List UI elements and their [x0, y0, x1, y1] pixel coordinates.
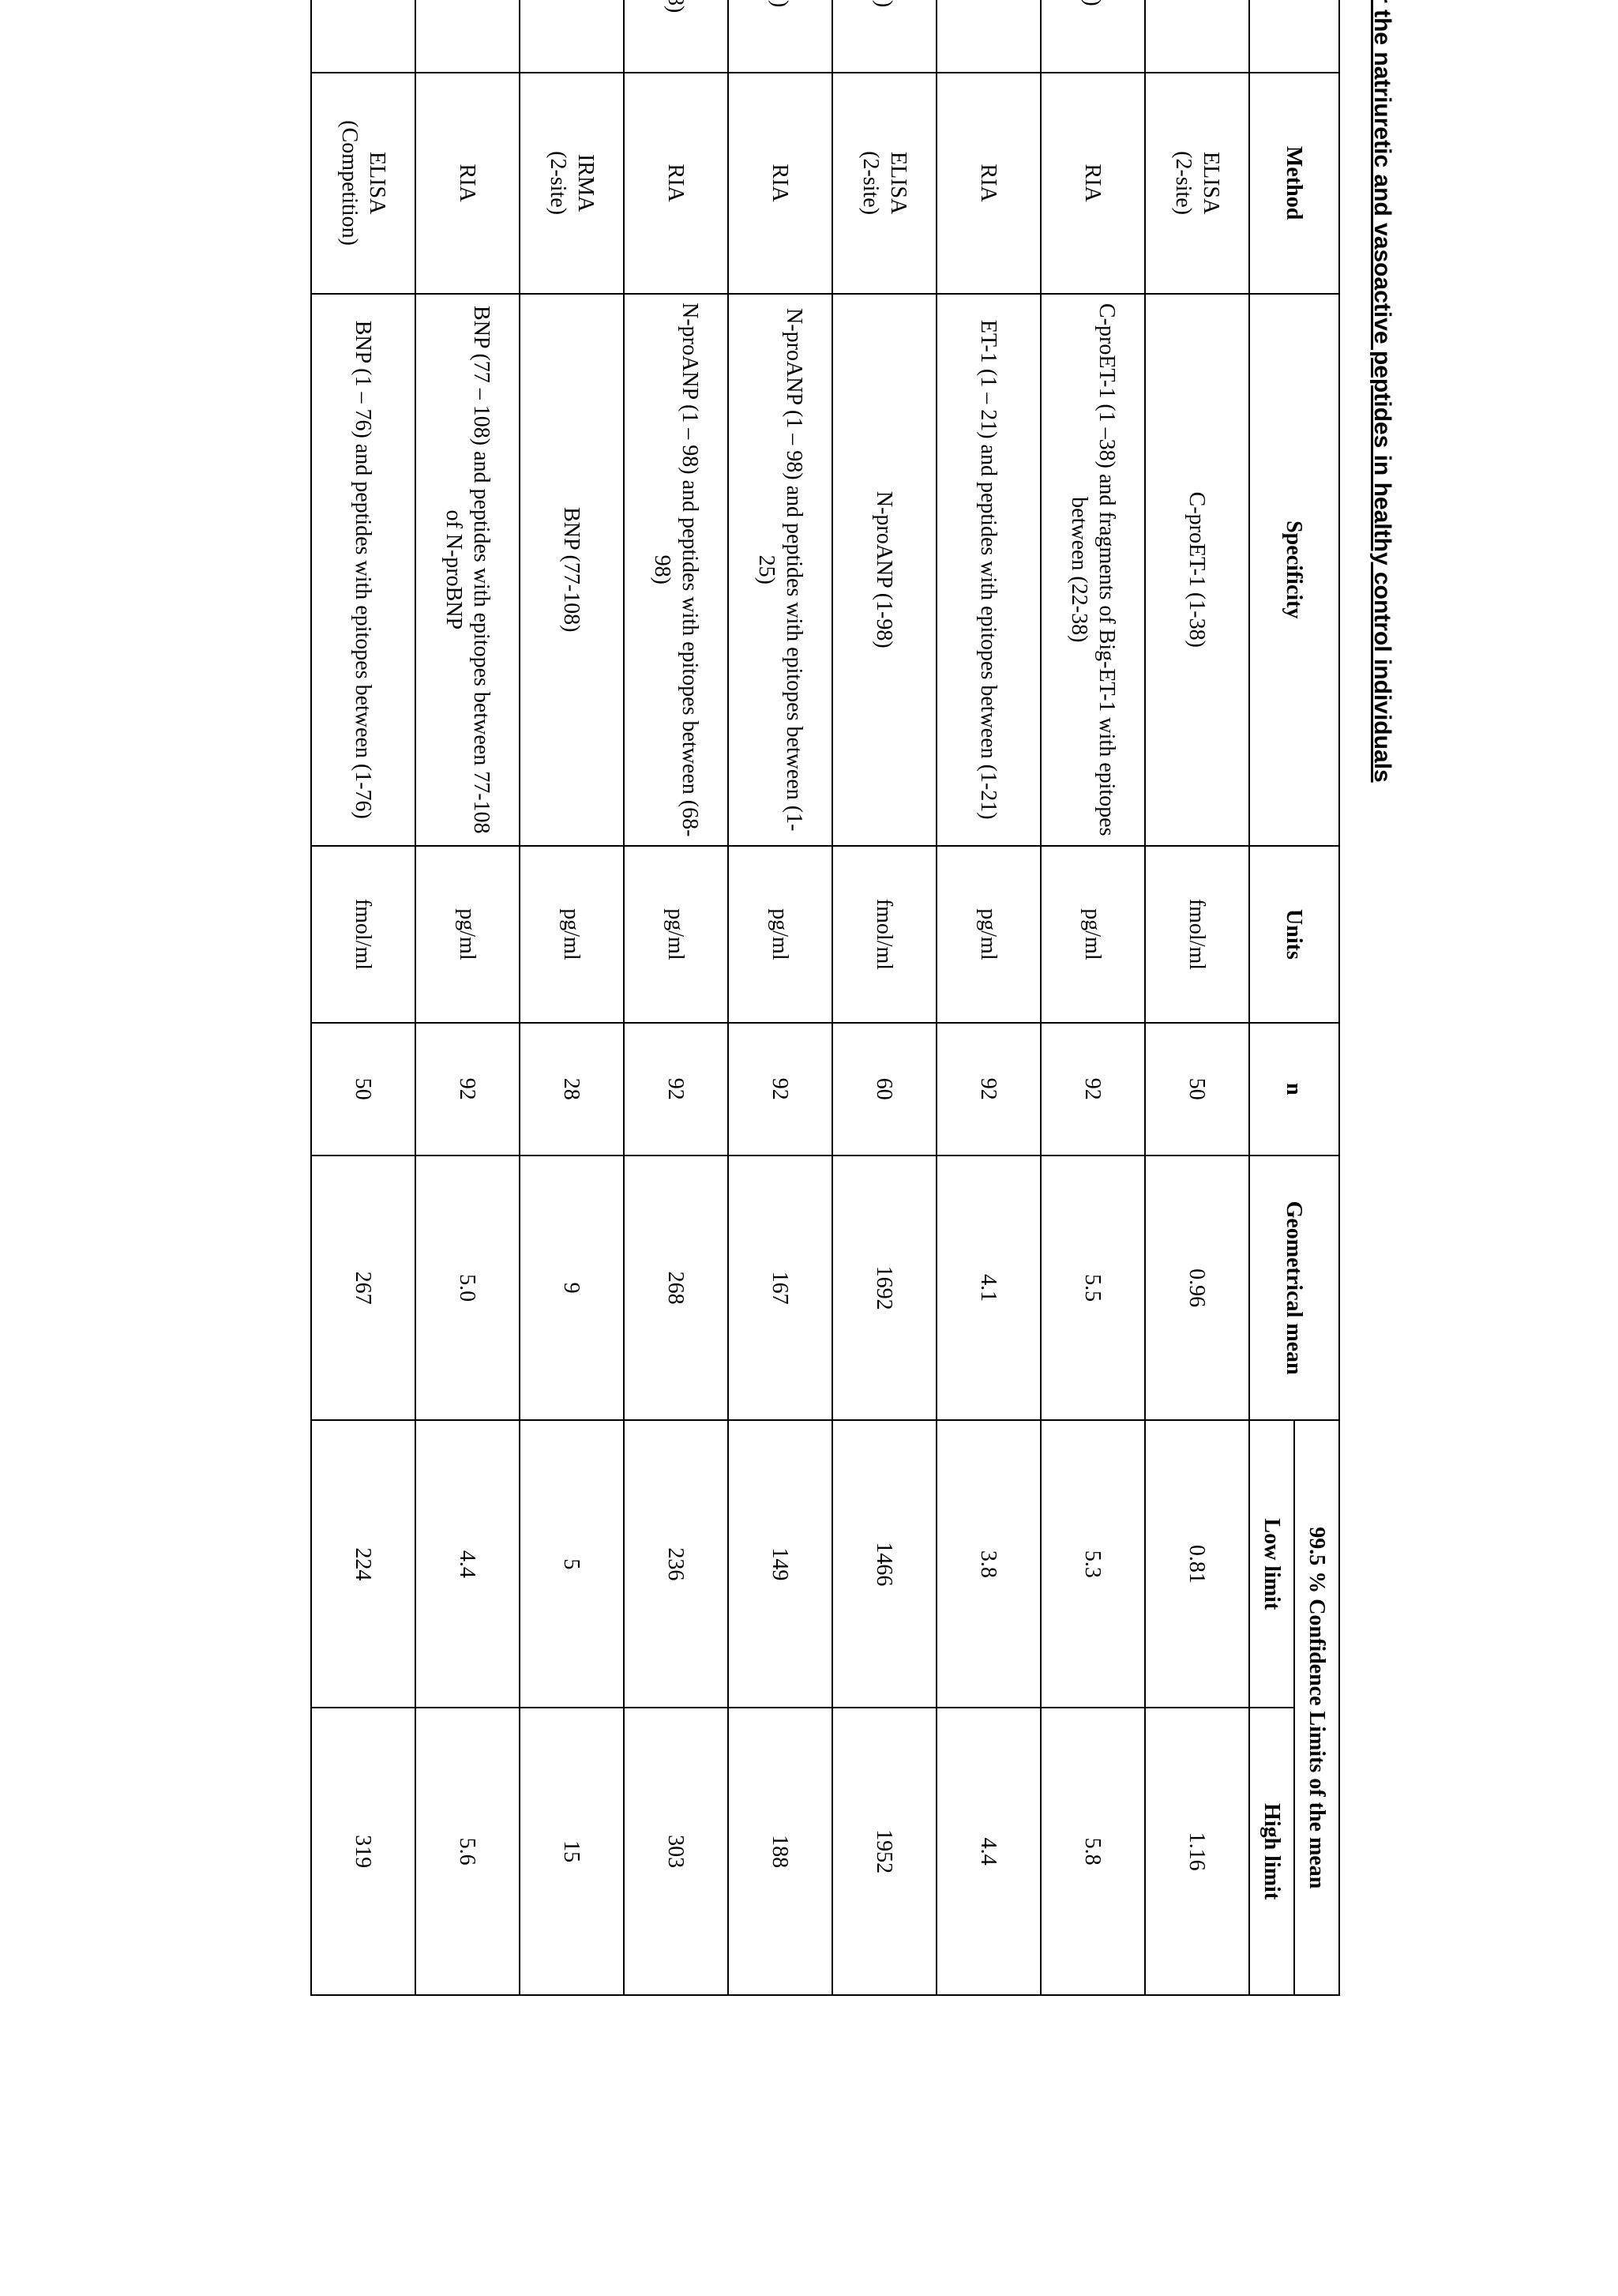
- cell-n: 92: [1041, 1023, 1145, 1156]
- cell-specificity: N-proANP (1 – 98) and peptides with epit…: [624, 294, 728, 847]
- cell-high: 4.4: [937, 1708, 1041, 1995]
- cell-specificity: N-proANP (1-98): [832, 294, 937, 847]
- cell-specificity: BNP (1 – 76) and peptides with epitopes …: [311, 294, 415, 847]
- cell-high: 1952: [832, 1708, 937, 1995]
- cell-specificity: C-proET-1 (1 –38) and fragments of Big-E…: [1041, 294, 1145, 847]
- table-row: Big-ET-1 (1-38)ELISA(2-site)C-proET-1 (1…: [1145, 0, 1249, 1995]
- cell-low: 0.81: [1145, 1420, 1249, 1708]
- cell-units: fmol/ml: [311, 846, 415, 1023]
- table-row: BNPIRMA(2-site)BNP (77-108)pg/ml289515: [520, 0, 624, 1995]
- header-high: High limit: [1249, 1708, 1294, 1995]
- header-units: Units: [1249, 846, 1339, 1023]
- table-row: N-proANP (1-25)RIAN-proANP (1 – 98) and …: [728, 0, 832, 1995]
- cell-method: RIA: [624, 73, 728, 294]
- cell-mean: 5.0: [415, 1156, 520, 1421]
- cell-units: fmol/ml: [832, 846, 937, 1023]
- cell-n: 28: [520, 1023, 624, 1156]
- cell-mean: 267: [311, 1156, 415, 1421]
- cell-specificity: BNP (77-108): [520, 294, 624, 847]
- table-header-row-1: Parameter Method Specificity Units n Geo…: [1294, 0, 1339, 1995]
- cell-parameter: N-proANP (68-98): [624, 0, 728, 73]
- cell-units: fmol/ml: [1145, 846, 1249, 1023]
- cell-parameter: Big-ET-1 (22-38): [1041, 0, 1145, 73]
- header-geomean: Geometrical mean: [1249, 1156, 1339, 1421]
- cell-low: 3.8: [937, 1420, 1041, 1708]
- cell-low: 5.3: [1041, 1420, 1145, 1708]
- table-row: N-proANP (68-98)RIAN-proANP (1 – 98) and…: [624, 0, 728, 1995]
- table-row: N-proANP (1-98)ELISA(2-site)N-proANP (1-…: [832, 0, 937, 1995]
- cell-n: 92: [937, 1023, 1041, 1156]
- cell-units: pg/ml: [728, 846, 832, 1023]
- header-low: Low limit: [1249, 1420, 1294, 1708]
- cell-high: 1.16: [1145, 1708, 1249, 1995]
- cell-n: 50: [311, 1023, 415, 1156]
- cell-n: 92: [624, 1023, 728, 1156]
- cell-high: 319: [311, 1708, 415, 1995]
- cell-high: 15: [520, 1708, 624, 1995]
- cell-method: ELISA(2-site): [1145, 73, 1249, 294]
- cell-parameter: N-proANP (1-98): [832, 0, 937, 73]
- header-method: Method: [1249, 73, 1339, 294]
- cell-method: RIA: [415, 73, 520, 294]
- cell-parameter: N-proBNP: [311, 0, 415, 73]
- table-row: ET-1RIAET-1 (1 – 21) and peptides with e…: [937, 0, 1041, 1995]
- cell-high: 188: [728, 1708, 832, 1995]
- header-ci-group: 99.5 % Confidence Limits of the mean: [1294, 1420, 1339, 1995]
- cell-mean: 4.1: [937, 1156, 1041, 1421]
- header-n: n: [1249, 1023, 1339, 1156]
- cell-parameter: BNP: [415, 0, 520, 73]
- cell-specificity: N-proANP (1 – 98) and peptides with epit…: [728, 294, 832, 847]
- cell-n: 92: [728, 1023, 832, 1156]
- cell-method: IRMA(2-site): [520, 73, 624, 294]
- cell-parameter: BNP: [520, 0, 624, 73]
- cell-units: pg/ml: [415, 846, 520, 1023]
- cell-low: 224: [311, 1420, 415, 1708]
- table-row: N-proBNPELISA(Competition)BNP (1 – 76) a…: [311, 0, 415, 1995]
- cell-specificity: ET-1 (1 – 21) and peptides with epitopes…: [937, 294, 1041, 847]
- cell-units: pg/ml: [624, 846, 728, 1023]
- cell-units: pg/ml: [937, 846, 1041, 1023]
- cell-method: ELISA(2-site): [832, 73, 937, 294]
- cell-high: 5.6: [415, 1708, 520, 1995]
- cell-mean: 5.5: [1041, 1156, 1145, 1421]
- cell-n: 60: [832, 1023, 937, 1156]
- cell-low: 1466: [832, 1420, 937, 1708]
- table-row: BNPRIABNP (77 – 108) and peptides with e…: [415, 0, 520, 1995]
- cell-high: 303: [624, 1708, 728, 1995]
- cell-low: 149: [728, 1420, 832, 1708]
- cell-mean: 0.96: [1145, 1156, 1249, 1421]
- cell-parameter: ET-1: [937, 0, 1041, 73]
- cell-method: RIA: [1041, 73, 1145, 294]
- cell-specificity: C-proET-1 (1-38): [1145, 294, 1249, 847]
- cell-method: RIA: [937, 73, 1041, 294]
- cell-low: 4.4: [415, 1420, 520, 1708]
- cell-n: 92: [415, 1023, 520, 1156]
- cell-high: 5.8: [1041, 1708, 1145, 1995]
- cell-parameter: Big-ET-1 (1-38): [1145, 0, 1249, 73]
- cell-n: 50: [1145, 1023, 1249, 1156]
- cell-units: pg/ml: [520, 846, 624, 1023]
- cell-mean: 268: [624, 1156, 728, 1421]
- table-row: Big-ET-1 (22-38)RIAC-proET-1 (1 –38) and…: [1041, 0, 1145, 1995]
- cell-parameter: N-proANP (1-25): [728, 0, 832, 73]
- cell-mean: 1692: [832, 1156, 937, 1421]
- cell-mean: 167: [728, 1156, 832, 1421]
- table-body: Big-ET-1 (1-38)ELISA(2-site)C-proET-1 (1…: [311, 0, 1249, 1995]
- cell-units: pg/ml: [1041, 846, 1145, 1023]
- header-specificity: Specificity: [1249, 294, 1339, 847]
- cell-mean: 9: [520, 1156, 624, 1421]
- header-parameter: Parameter: [1249, 0, 1339, 73]
- cell-method: ELISA(Competition): [311, 73, 415, 294]
- peptides-table: Parameter Method Specificity Units n Geo…: [310, 0, 1340, 1996]
- cell-specificity: BNP (77 – 108) and peptides with epitope…: [415, 294, 520, 847]
- figure-title: Figure 3. Values for the natriuretic and…: [1368, 0, 1395, 1996]
- cell-low: 236: [624, 1420, 728, 1708]
- cell-method: RIA: [728, 73, 832, 294]
- cell-low: 5: [520, 1420, 624, 1708]
